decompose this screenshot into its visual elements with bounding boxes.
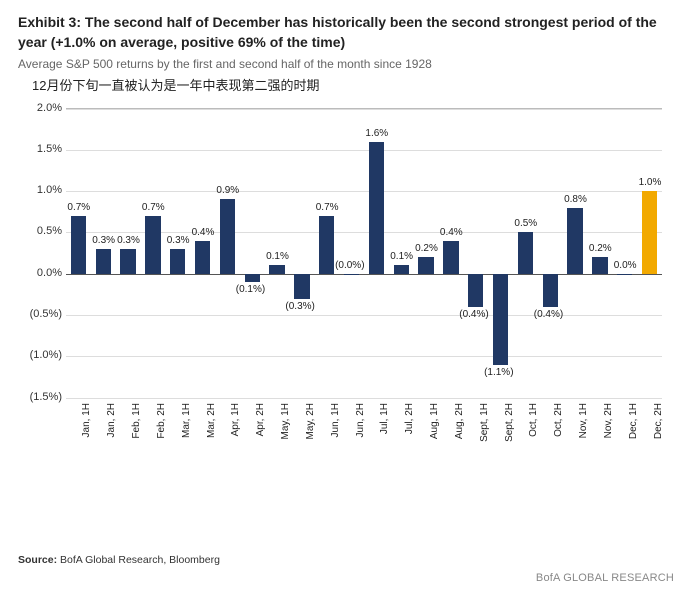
source-prefix: Source: <box>18 554 57 566</box>
y-tick-label: 1.5% <box>18 143 62 155</box>
bar-value-label: (1.1%) <box>484 367 513 378</box>
bar <box>120 249 135 274</box>
bar-value-label: (0.0%) <box>335 260 364 271</box>
bar <box>269 265 284 273</box>
bar-value-label: 0.0% <box>614 260 637 271</box>
gridline <box>66 398 662 399</box>
y-tick-label: (0.5%) <box>18 308 62 320</box>
bar-value-label: 0.9% <box>216 185 239 196</box>
y-tick-label: 0.5% <box>18 225 62 237</box>
gridline <box>66 191 662 192</box>
bar <box>245 274 260 282</box>
x-tick-label: Jan, 1H <box>81 403 92 473</box>
brand-label: BofA GLOBAL RESEARCH <box>536 572 674 584</box>
bar <box>617 274 632 275</box>
bar <box>592 257 607 274</box>
bar-value-label: 0.4% <box>440 227 463 238</box>
x-tick-label: Aug, 2H <box>454 403 465 473</box>
bar-value-label: 0.2% <box>415 243 438 254</box>
bar-value-label: 0.5% <box>514 218 537 229</box>
x-tick-label: Sept, 1H <box>479 403 490 473</box>
bar-value-label: 0.2% <box>589 243 612 254</box>
x-tick-label: Jun, 1H <box>330 403 341 473</box>
x-tick-label: Jul, 2H <box>404 403 415 473</box>
x-tick-label: Dec, 1H <box>628 403 639 473</box>
bar <box>518 232 533 273</box>
bar <box>319 216 334 274</box>
bar <box>394 265 409 273</box>
exhibit-label: Exhibit 3: <box>18 14 81 30</box>
bar <box>543 274 558 307</box>
gridline <box>66 150 662 151</box>
y-tick-label: 2.0% <box>18 102 62 114</box>
bar <box>468 274 483 307</box>
y-tick-label: 1.0% <box>18 184 62 196</box>
y-tick-label: 0.0% <box>18 267 62 279</box>
bar-value-label: (0.4%) <box>459 309 488 320</box>
y-tick-label: (1.0%) <box>18 349 62 361</box>
x-tick-label: Mar, 2H <box>206 403 217 473</box>
y-tick-label: (1.5%) <box>18 391 62 403</box>
bar <box>71 216 86 274</box>
bar <box>195 241 210 274</box>
bar-value-label: 0.1% <box>390 251 413 262</box>
gridline <box>66 356 662 357</box>
bar-value-label: 0.3% <box>92 235 115 246</box>
plot-area: 0.7%0.3%0.3%0.7%0.3%0.4%0.9%(0.1%)0.1%(0… <box>66 108 662 398</box>
bar-value-label: 0.8% <box>564 194 587 205</box>
x-tick-label: Feb, 2H <box>156 403 167 473</box>
bar <box>294 274 309 299</box>
bar-value-label: 1.0% <box>639 177 662 188</box>
bar-value-label: 0.4% <box>192 227 215 238</box>
bar-value-label: (0.4%) <box>534 309 563 320</box>
x-tick-label: May, 2H <box>305 403 316 473</box>
bar <box>493 274 508 365</box>
bar <box>418 257 433 274</box>
bar-value-label: 0.1% <box>266 251 289 262</box>
x-tick-label: Nov, 1H <box>578 403 589 473</box>
bar-value-label: 0.3% <box>167 235 190 246</box>
bar-value-label: (0.1%) <box>236 284 265 295</box>
x-tick-label: Jan, 2H <box>106 403 117 473</box>
exhibit-title: Exhibit 3: The second half of December h… <box>18 12 674 53</box>
bar-value-label: 0.7% <box>316 202 339 213</box>
bar-value-label: 0.7% <box>142 202 165 213</box>
bar-value-label: 0.3% <box>117 235 140 246</box>
bar <box>170 249 185 274</box>
x-tick-label: Jun, 2H <box>355 403 366 473</box>
x-tick-label: Apr, 1H <box>230 403 241 473</box>
x-tick-label: Oct, 2H <box>553 403 564 473</box>
x-tick-label: Sept, 2H <box>504 403 515 473</box>
exhibit-title-text: The second half of December has historic… <box>18 14 657 50</box>
gridline <box>66 109 662 110</box>
bar-value-label: (0.3%) <box>285 301 314 312</box>
x-tick-label: Apr, 2H <box>255 403 266 473</box>
gridline <box>66 315 662 316</box>
x-tick-label: May, 1H <box>280 403 291 473</box>
exhibit-subtitle: Average S&P 500 returns by the first and… <box>18 57 674 71</box>
bar <box>642 191 657 274</box>
x-tick-label: Dec, 2H <box>653 403 664 473</box>
bar-value-label: 1.6% <box>365 128 388 139</box>
chinese-annotation: 12月份下旬一直被认为是一年中表现第二强的时期 <box>32 75 674 94</box>
bar <box>344 274 359 275</box>
bar-chart: 0.7%0.3%0.3%0.7%0.3%0.4%0.9%(0.1%)0.1%(0… <box>18 96 670 476</box>
bar <box>369 142 384 274</box>
x-tick-label: Jul, 1H <box>379 403 390 473</box>
bar <box>96 249 111 274</box>
x-tick-label: Feb, 1H <box>131 403 142 473</box>
bar <box>145 216 160 274</box>
bar <box>220 199 235 273</box>
bar <box>567 208 582 274</box>
bar-value-label: 0.7% <box>67 202 90 213</box>
x-tick-label: Oct, 1H <box>528 403 539 473</box>
x-tick-label: Nov, 2H <box>603 403 614 473</box>
source-line: Source: BofA Global Research, Bloomberg <box>18 554 220 566</box>
source-text: BofA Global Research, Bloomberg <box>57 554 220 566</box>
x-tick-label: Aug, 1H <box>429 403 440 473</box>
zero-line <box>66 274 662 275</box>
x-tick-label: Mar, 1H <box>181 403 192 473</box>
bar <box>443 241 458 274</box>
